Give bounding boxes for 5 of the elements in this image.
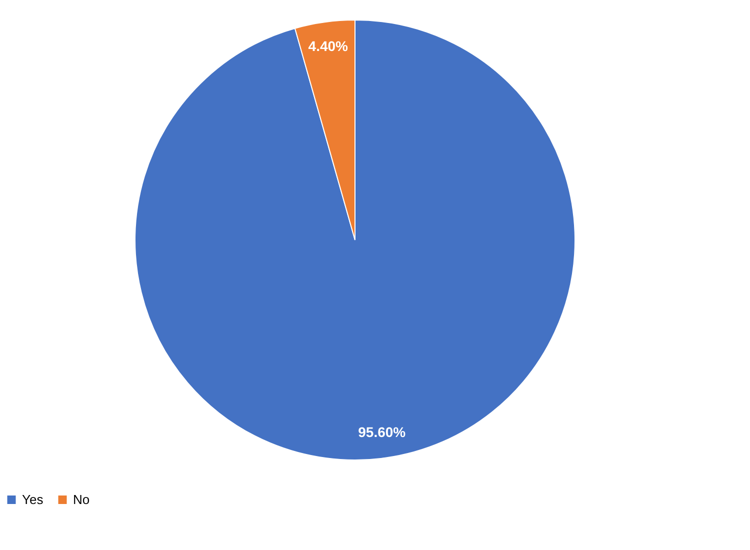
data-label: 4.40% [308, 38, 349, 54]
data-label: 95.60% [358, 424, 406, 440]
legend-label: Yes [22, 492, 44, 507]
pie-slice [134, 20, 576, 460]
legend-label: No [73, 492, 90, 507]
